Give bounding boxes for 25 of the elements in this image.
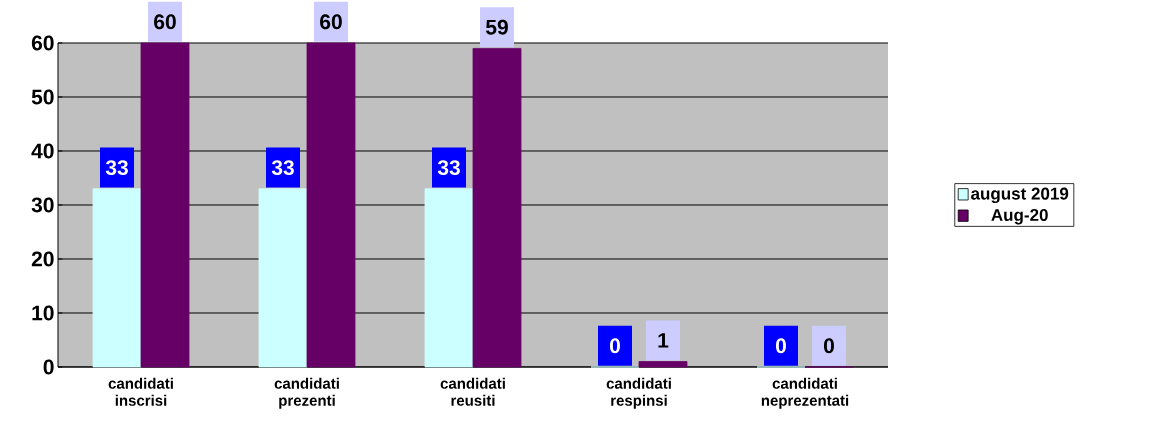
data-label: 59 [485, 19, 508, 35]
x-tick-label: candidati inscrisi [108, 377, 173, 406]
data-label: 0 [823, 338, 834, 354]
x-tick-label: candidati respinsi [606, 377, 671, 409]
y-tick-label: 20 [31, 251, 54, 267]
x-tick-label: candidati prezenti [274, 377, 339, 409]
y-tick-label: 50 [31, 89, 54, 105]
legend-label: august 2019 [971, 187, 1069, 204]
data-label: 33 [437, 160, 460, 176]
data-label: 33 [271, 160, 294, 176]
y-tick-label: 10 [32, 305, 54, 321]
data-label: 1 [658, 333, 669, 348]
x-tick-label: candidati neprezentati [761, 377, 849, 409]
data-label: 0 [609, 338, 620, 354]
data-label: 33 [105, 160, 128, 176]
y-tick-label: 30 [31, 197, 54, 213]
data-label: 0 [775, 338, 786, 354]
data-label: 60 [154, 14, 176, 30]
legend-label: Aug-20 [991, 208, 1048, 225]
y-tick-label: 0 [43, 359, 54, 375]
x-tick-label: candidati reusiti [440, 377, 505, 406]
bar [638, 361, 688, 368]
data-label: 60 [320, 14, 342, 30]
y-tick-label: 40 [31, 143, 54, 159]
y-tick-label: 60 [31, 35, 54, 51]
